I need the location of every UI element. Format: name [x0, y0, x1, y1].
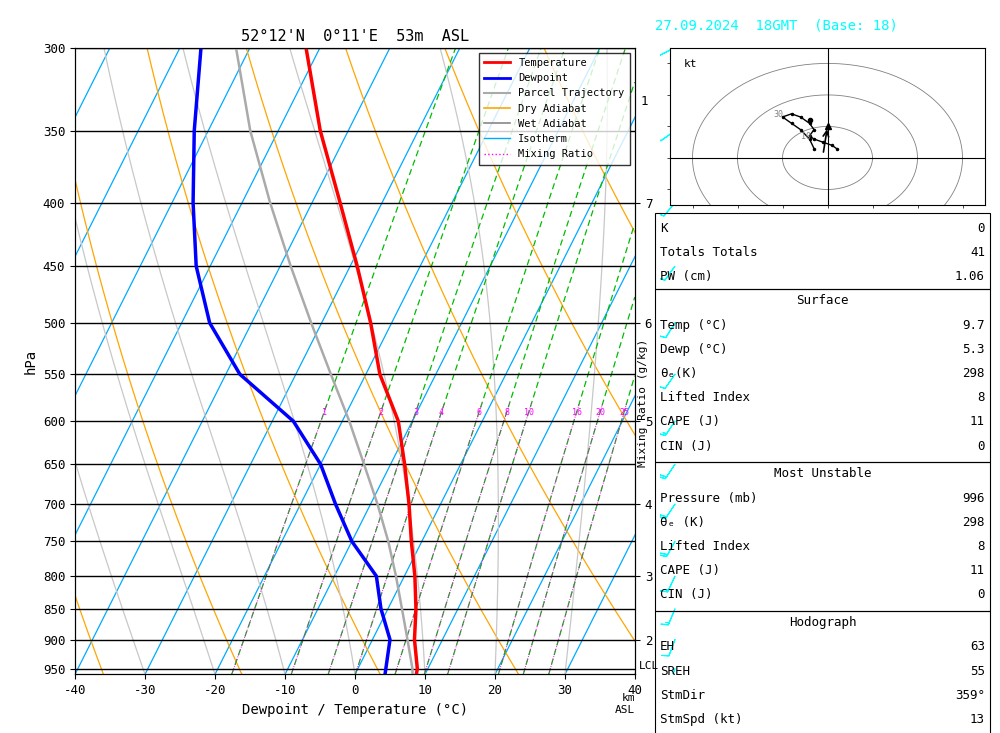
Text: 1: 1	[322, 408, 327, 416]
Text: 27.09.2024  18GMT  (Base: 18): 27.09.2024 18GMT (Base: 18)	[655, 18, 898, 32]
Text: StmSpd (kt): StmSpd (kt)	[660, 713, 742, 726]
Text: 9.7: 9.7	[962, 319, 985, 331]
Text: Most Unstable: Most Unstable	[774, 468, 871, 480]
Text: 4: 4	[439, 408, 444, 416]
Text: EH: EH	[660, 641, 675, 653]
Text: 63: 63	[970, 641, 985, 653]
Text: 5.3: 5.3	[962, 343, 985, 356]
Text: 16: 16	[572, 408, 582, 416]
Y-axis label: hPa: hPa	[23, 348, 37, 374]
Text: 10: 10	[524, 408, 534, 416]
Text: 13: 13	[970, 713, 985, 726]
Text: θₑ(K): θₑ(K)	[660, 367, 698, 380]
Text: PW (cm): PW (cm)	[660, 270, 712, 283]
Text: 10: 10	[800, 132, 810, 141]
Text: CAPE (J): CAPE (J)	[660, 564, 720, 577]
Text: 1.06: 1.06	[955, 270, 985, 283]
Text: 298: 298	[962, 516, 985, 528]
Text: Hodograph: Hodograph	[789, 616, 856, 629]
Text: 0: 0	[978, 589, 985, 601]
Text: 55: 55	[970, 665, 985, 677]
Text: 298: 298	[962, 367, 985, 380]
Text: Lifted Index: Lifted Index	[660, 391, 750, 404]
Text: km
ASL: km ASL	[615, 693, 635, 715]
Text: Dewp (°C): Dewp (°C)	[660, 343, 728, 356]
Text: 0: 0	[978, 440, 985, 452]
Text: Lifted Index: Lifted Index	[660, 540, 750, 553]
Text: θₑ (K): θₑ (K)	[660, 516, 705, 528]
Text: 11: 11	[970, 564, 985, 577]
Text: 8: 8	[978, 391, 985, 404]
Text: 8: 8	[978, 540, 985, 553]
Text: Temp (°C): Temp (°C)	[660, 319, 728, 331]
Text: 0: 0	[978, 222, 985, 235]
Text: CIN (J): CIN (J)	[660, 589, 712, 601]
Text: 41: 41	[970, 246, 985, 259]
Text: 1: 1	[641, 95, 648, 108]
Text: 20: 20	[595, 408, 605, 416]
Text: 6: 6	[477, 408, 482, 416]
Text: Totals Totals: Totals Totals	[660, 246, 758, 259]
Text: Pressure (mb): Pressure (mb)	[660, 492, 758, 504]
Text: CAPE (J): CAPE (J)	[660, 416, 720, 428]
Title: 52°12'N  0°11'E  53m  ASL: 52°12'N 0°11'E 53m ASL	[241, 29, 469, 44]
X-axis label: Dewpoint / Temperature (°C): Dewpoint / Temperature (°C)	[242, 703, 468, 717]
Text: Surface: Surface	[796, 295, 849, 307]
Text: LCL: LCL	[639, 661, 659, 671]
Text: 11: 11	[970, 416, 985, 428]
Text: Mixing Ratio (g/kg): Mixing Ratio (g/kg)	[638, 339, 648, 467]
Text: K: K	[660, 222, 668, 235]
Text: 359°: 359°	[955, 689, 985, 701]
Text: 3: 3	[413, 408, 418, 416]
Text: 8: 8	[504, 408, 509, 416]
Text: 25: 25	[619, 408, 629, 416]
Legend: Temperature, Dewpoint, Parcel Trajectory, Dry Adiabat, Wet Adiabat, Isotherm, Mi: Temperature, Dewpoint, Parcel Trajectory…	[479, 53, 630, 164]
Text: 996: 996	[962, 492, 985, 504]
Text: 30: 30	[774, 110, 784, 119]
Text: 2: 2	[378, 408, 383, 416]
Text: SREH: SREH	[660, 665, 690, 677]
Text: StmDir: StmDir	[660, 689, 705, 701]
Text: CIN (J): CIN (J)	[660, 440, 712, 452]
Text: kt: kt	[684, 59, 697, 69]
